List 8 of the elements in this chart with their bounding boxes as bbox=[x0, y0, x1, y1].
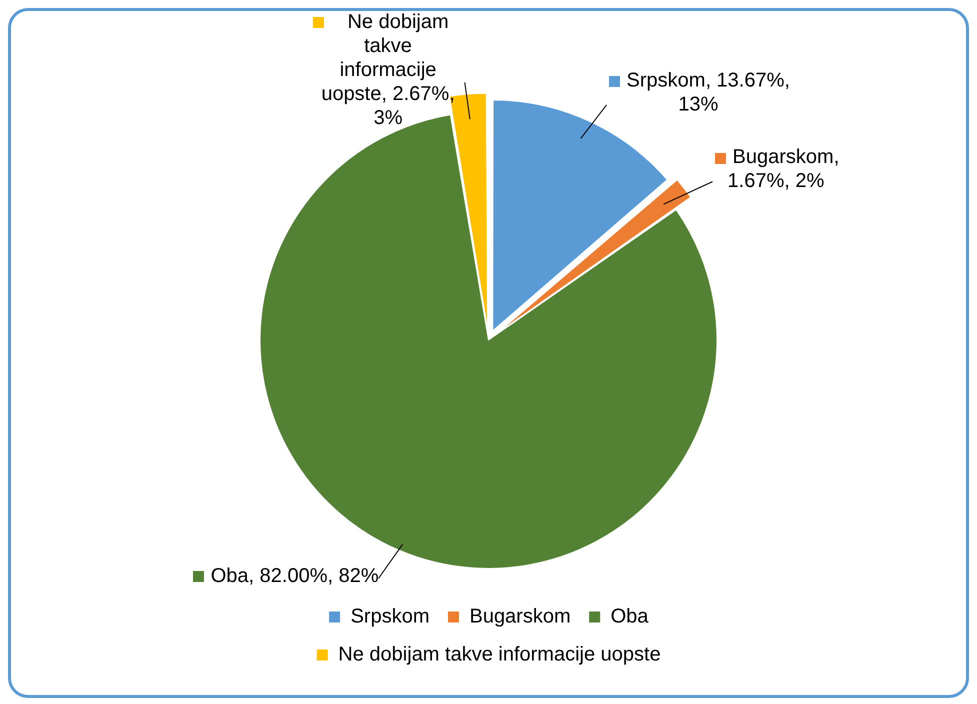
legend-label: Ne dobijam takve informacije uopste bbox=[338, 644, 661, 666]
data-label: Bugarskom, 1.67%, 2% bbox=[728, 146, 840, 192]
data-label: Srpskom, 13.67%, 13% bbox=[626, 69, 790, 116]
legend-label: Bugarskom bbox=[469, 606, 571, 628]
legend-label: Srpskom bbox=[350, 606, 430, 628]
data-label: Ne dobijam takve informacije uopste, 2.67%, 3% bbox=[321, 10, 455, 129]
legend-label: Oba bbox=[610, 606, 650, 628]
data-label: Oba, 82.00%, 82% bbox=[210, 564, 379, 587]
